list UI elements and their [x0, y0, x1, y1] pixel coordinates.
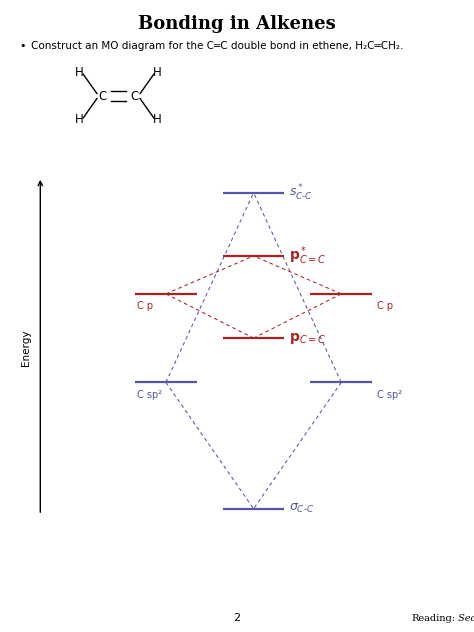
- Text: Section 3.2: Section 3.2: [455, 614, 474, 623]
- Text: $\mathbf{p}_{C=C}$: $\mathbf{p}_{C=C}$: [289, 331, 327, 346]
- Text: $\mathit{\sigma}_{C\text{-}C}$: $\mathit{\sigma}_{C\text{-}C}$: [289, 502, 314, 515]
- Text: $\mathbf{p}^*_{C=C}$: $\mathbf{p}^*_{C=C}$: [289, 245, 327, 267]
- Text: C: C: [99, 90, 107, 102]
- Text: 2: 2: [233, 613, 241, 623]
- Text: •: •: [19, 40, 26, 51]
- Text: H: H: [153, 113, 162, 126]
- Text: H: H: [153, 66, 162, 79]
- Text: Energy: Energy: [21, 329, 31, 366]
- Text: H: H: [75, 66, 84, 79]
- Text: C: C: [130, 90, 138, 102]
- Text: C p: C p: [377, 301, 393, 312]
- Text: C sp²: C sp²: [377, 390, 402, 400]
- Text: Construct an MO diagram for the C═C double bond in ethene, H₂C═CH₂.: Construct an MO diagram for the C═C doub…: [31, 40, 403, 51]
- Text: $\mathit{s}^*_{C\text{-}C}$: $\mathit{s}^*_{C\text{-}C}$: [289, 183, 313, 203]
- Text: H: H: [75, 113, 84, 126]
- Text: Bonding in Alkenes: Bonding in Alkenes: [138, 15, 336, 33]
- Text: Reading:: Reading:: [411, 614, 455, 623]
- Text: C sp²: C sp²: [137, 390, 163, 400]
- Text: C p: C p: [137, 301, 154, 312]
